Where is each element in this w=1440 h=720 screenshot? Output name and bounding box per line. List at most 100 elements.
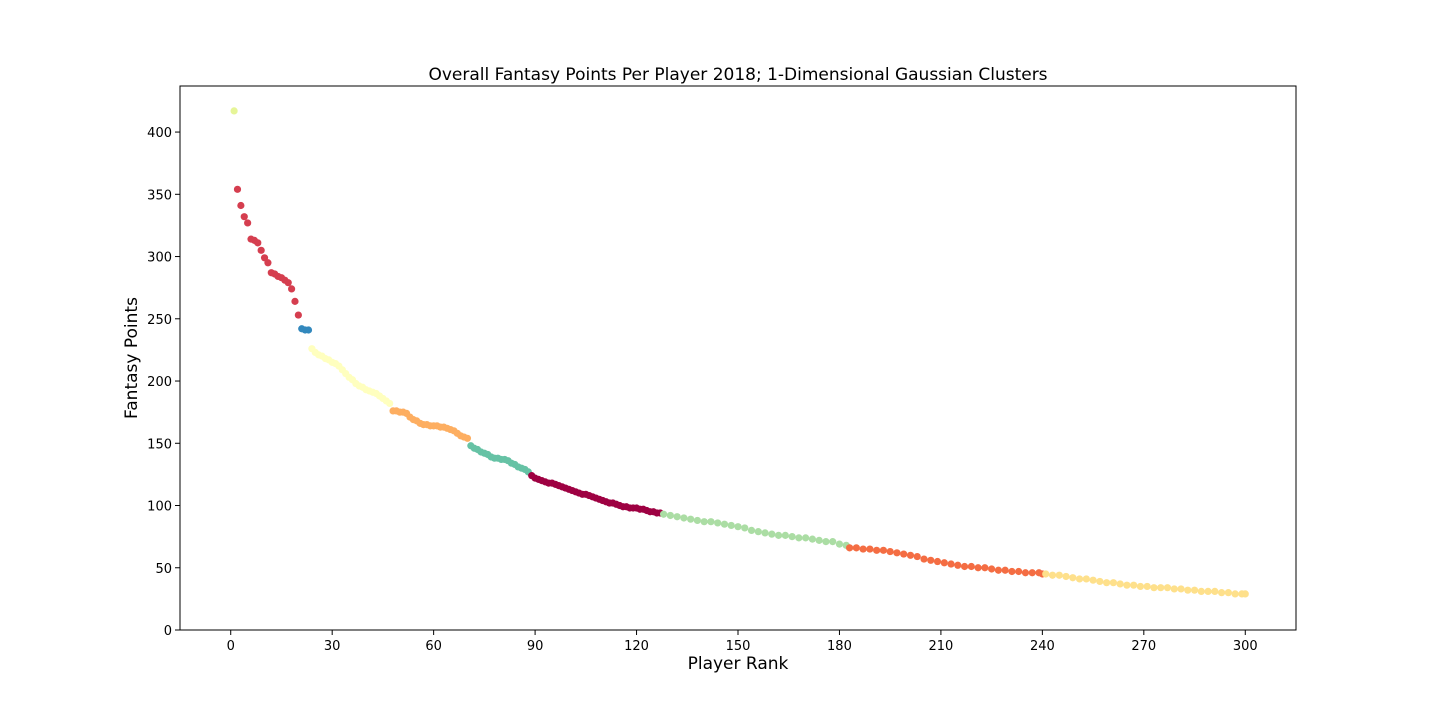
data-point [829,538,836,545]
data-point [789,533,796,540]
data-point [264,259,271,266]
data-point [244,219,251,226]
data-point [782,532,789,539]
data-point [694,517,701,524]
data-point [1117,580,1124,587]
data-point [1008,568,1015,575]
data-point [907,552,914,559]
data-point [295,311,302,318]
data-point [288,285,295,292]
data-point [1184,587,1191,594]
x-tick-label: 30 [324,639,341,654]
data-point [1171,585,1178,592]
data-point [975,564,982,571]
y-axis-ticks: 0 50 100 150 200 250 300 350 400 [147,126,180,639]
data-point [707,518,714,525]
data-point [1157,584,1164,591]
x-tick-label: 120 [624,639,649,654]
x-tick-label: 180 [827,639,852,654]
data-point [748,527,755,534]
data-point [1110,579,1117,586]
data-point [775,532,782,539]
chart-title: Overall Fantasy Points Per Player 2018; … [428,65,1047,85]
data-point [1083,575,1090,582]
y-tick-label: 150 [147,437,172,452]
data-point [755,528,762,535]
y-tick-label: 350 [147,188,172,203]
data-point [822,538,829,545]
data-point [728,522,735,529]
data-point [1056,572,1063,579]
data-point [988,565,995,572]
data-point [237,202,244,209]
data-point [1130,582,1137,589]
data-point [680,514,687,521]
data-point [1022,569,1029,576]
y-tick-label: 100 [147,500,172,515]
data-point [1211,588,1218,595]
data-point [1002,567,1009,574]
data-point [968,563,975,570]
data-point [873,547,880,554]
data-point [741,524,748,531]
y-tick-label: 200 [147,375,172,390]
data-point [660,511,667,518]
data-point [934,558,941,565]
data-point [241,213,248,220]
y-tick-label: 400 [147,126,172,141]
data-point [809,536,816,543]
data-point [254,239,261,246]
data-point [1177,585,1184,592]
data-point [893,549,900,556]
data-point [674,513,681,520]
x-tick-label: 0 [227,639,235,654]
data-point [900,550,907,557]
data-point [291,298,298,305]
data-point [961,563,968,570]
x-tick-label: 60 [425,639,442,654]
data-point [981,564,988,571]
x-axis-label: Player Rank [688,654,789,674]
x-tick-label: 150 [726,639,751,654]
data-point [1242,590,1249,597]
data-point [714,519,721,526]
data-points [231,107,1249,597]
data-point [920,555,927,562]
data-point [1144,583,1151,590]
data-point [927,557,934,564]
data-point [734,523,741,530]
data-point [853,544,860,551]
data-point [914,553,921,560]
data-point [687,516,694,523]
data-point [1029,569,1036,576]
y-tick-label: 0 [164,624,172,639]
data-point [768,531,775,538]
data-point [701,518,708,525]
data-point [1137,583,1144,590]
data-point [866,545,873,552]
data-point [887,548,894,555]
data-point [836,541,843,548]
data-point [1150,584,1157,591]
data-point [1191,587,1198,594]
data-point [1069,574,1076,581]
data-point [880,547,887,554]
x-tick-label: 90 [527,639,544,654]
data-point [234,186,241,193]
data-point [795,534,802,541]
data-point [846,544,853,551]
data-point [721,521,728,528]
y-axis-label: Fantasy Points [122,297,142,419]
data-point [667,512,674,519]
data-point [1015,568,1022,575]
y-tick-label: 250 [147,313,172,328]
data-point [860,545,867,552]
data-point [1103,579,1110,586]
x-tick-label: 270 [1131,639,1156,654]
data-point [1198,588,1205,595]
data-point [258,247,265,254]
data-point [1218,589,1225,596]
data-point [995,567,1002,574]
data-point [386,400,393,407]
